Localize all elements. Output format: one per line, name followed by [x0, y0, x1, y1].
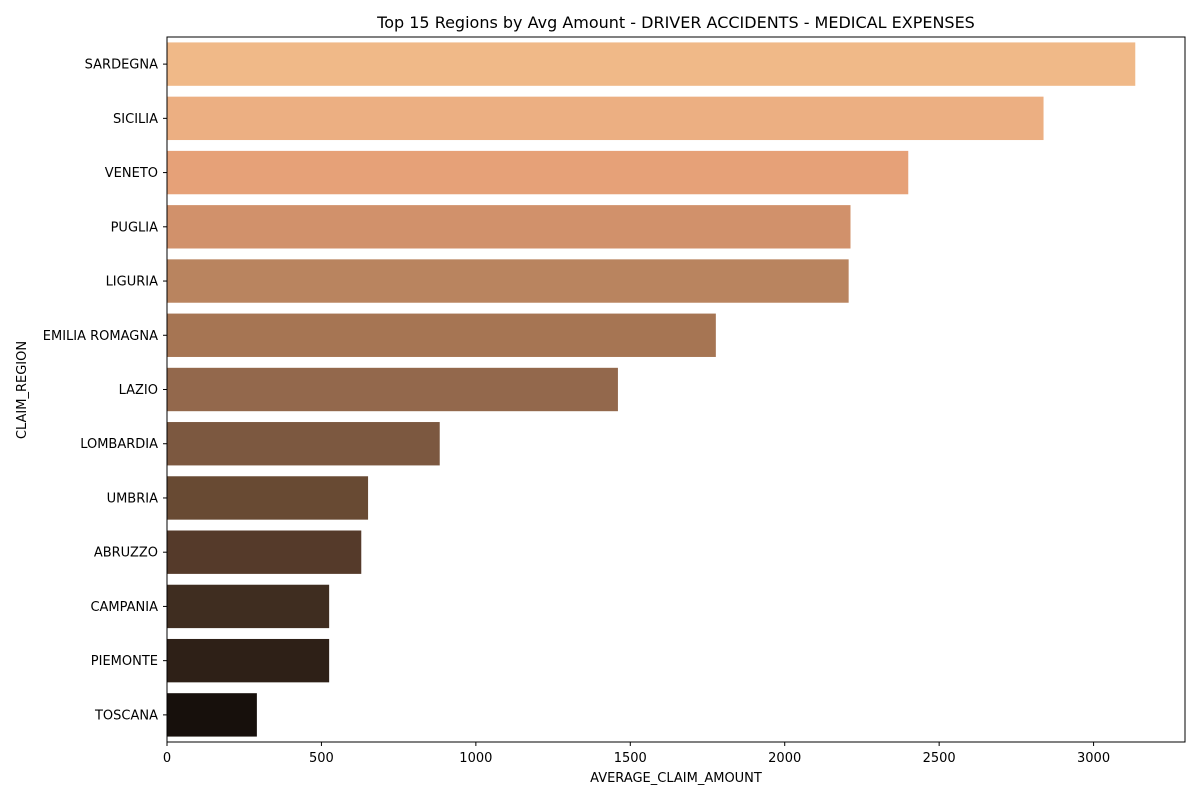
bar-campania	[167, 584, 330, 629]
bar-umbria	[167, 476, 369, 520]
bar-toscana	[167, 693, 257, 737]
bar-lombardia	[167, 422, 440, 466]
bar-piemonte	[167, 638, 330, 683]
y-tick-label: PIEMONTE	[91, 654, 158, 669]
bar-sicilia	[167, 96, 1044, 141]
y-tick-label: CAMPANIA	[90, 600, 158, 615]
y-tick-label: SICILIA	[113, 112, 158, 127]
bar-veneto	[167, 150, 909, 195]
bar-lazio	[167, 367, 618, 412]
y-tick-label: ABRUZZO	[94, 546, 158, 561]
bar-sardegna	[167, 42, 1136, 86]
chart-title: Top 15 Regions by Avg Amount - DRIVER AC…	[376, 13, 975, 32]
y-tick-label: LOMBARDIA	[80, 437, 158, 452]
x-axis-label: AVERAGE_CLAIM_AMOUNT	[590, 771, 762, 786]
x-tick-label: 1500	[614, 751, 647, 766]
x-tick-label: 0	[163, 751, 171, 766]
bar-puglia	[167, 205, 851, 249]
x-tick-label: 2500	[923, 751, 956, 766]
x-tick-label: 3000	[1077, 751, 1110, 766]
x-tick-label: 500	[309, 751, 334, 766]
y-tick-label: PUGLIA	[111, 220, 159, 235]
y-axis-label: CLAIM_REGION	[15, 341, 30, 439]
y-tick-label: TOSCANA	[94, 708, 158, 723]
y-tick-label: LAZIO	[119, 383, 158, 398]
x-tick-label: 2000	[768, 751, 801, 766]
y-tick-label: SARDEGNA	[85, 58, 158, 73]
y-tick-label: VENETO	[105, 166, 158, 181]
plot-area: SARDEGNA SICILIA VENETO PUGLIA LIGURIA EMILIA…	[43, 36, 1186, 766]
y-tick-label: EMILIA ROMAGNA	[43, 329, 158, 344]
plot-frame	[166, 36, 1186, 743]
y-tick-label: LIGURIA	[106, 275, 159, 290]
bar-abruzzo	[167, 530, 362, 574]
bar-emilia-romagna	[167, 313, 716, 357]
bar-liguria	[167, 259, 849, 303]
x-tick-label: 1000	[459, 751, 492, 766]
y-tick-label: UMBRIA	[107, 491, 159, 506]
